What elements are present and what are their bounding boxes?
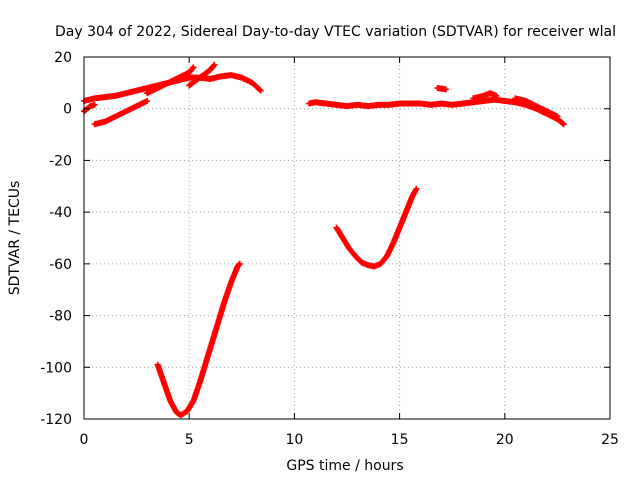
- y-tick-label: 20: [54, 50, 72, 66]
- data-point: [493, 92, 500, 99]
- y-tick-label: -40: [49, 205, 72, 221]
- grid: [84, 57, 610, 419]
- data-points: [81, 61, 567, 419]
- chart-title: Day 304 of 2022, Sidereal Day-to-day VTE…: [55, 24, 616, 40]
- y-tick-label: -80: [49, 309, 72, 325]
- x-axis-label: GPS time / hours: [286, 458, 403, 474]
- data-point: [190, 64, 197, 71]
- data-point: [144, 97, 151, 104]
- y-axis-label: SDTVAR / TECUs: [7, 181, 23, 296]
- x-tick-label: 0: [80, 432, 89, 448]
- y-tick-label: -120: [40, 412, 72, 428]
- data-point: [211, 61, 218, 68]
- axis-ticks: 0 5 10 15 20 25 20 0 -20 -40 -60 -80 -100 -120: [40, 50, 619, 448]
- y-tick-label: -100: [40, 360, 72, 376]
- data-point: [256, 86, 263, 93]
- x-tick-label: 5: [185, 432, 194, 448]
- data-point: [210, 62, 217, 69]
- y-tick-label: 0: [63, 102, 72, 118]
- y-tick-label: -20: [49, 153, 72, 169]
- data-point: [236, 260, 243, 267]
- data-point: [559, 120, 566, 127]
- data-point: [554, 113, 561, 120]
- data-point: [189, 65, 196, 72]
- plot-frame: [83, 56, 611, 420]
- data-point: [91, 101, 98, 108]
- data-point: [413, 185, 420, 192]
- data-point: [442, 86, 449, 93]
- x-tick-label: 25: [601, 432, 619, 448]
- y-tick-label: -60: [49, 257, 72, 273]
- x-tick-label: 15: [391, 432, 409, 448]
- data-point: [560, 121, 567, 128]
- data-point: [257, 87, 264, 94]
- x-tick-label: 20: [496, 432, 514, 448]
- x-tick-label: 10: [285, 432, 303, 448]
